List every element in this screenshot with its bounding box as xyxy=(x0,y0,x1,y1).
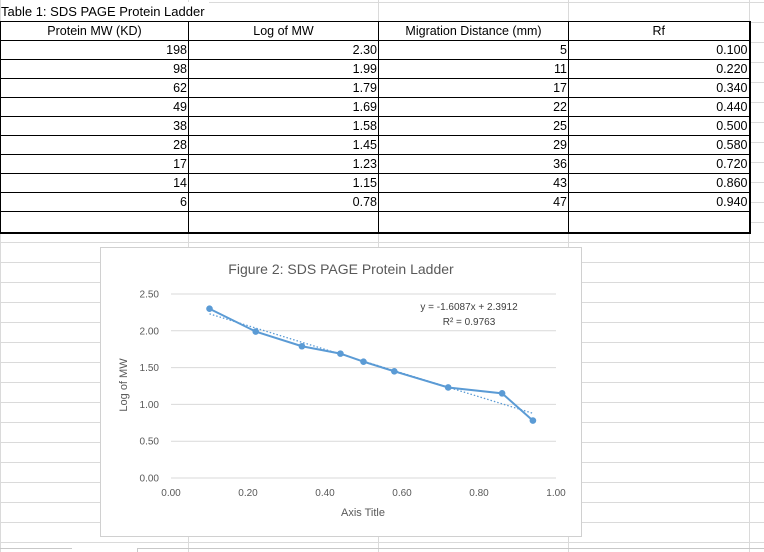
y-axis-title[interactable]: Log of MW xyxy=(118,358,130,412)
trendline-equation[interactable]: y = -1.6087x + 2.3912 xyxy=(420,302,518,313)
cell-rf[interactable]: 0.580 xyxy=(568,135,751,155)
y-tick-label: 1.50 xyxy=(140,363,160,374)
bottom-scrollbar[interactable] xyxy=(137,548,764,552)
empty-cell[interactable] xyxy=(378,211,569,234)
cell-migration-distance[interactable]: 17 xyxy=(378,78,569,98)
sheet-bottom-bar xyxy=(0,546,764,552)
cell-rf[interactable]: 0.440 xyxy=(568,97,751,117)
data-points xyxy=(206,305,537,424)
ladder-table: Protein MW (KD) Log of MW Migration Dist… xyxy=(0,21,751,234)
table-row: 28 1.45 29 0.580 xyxy=(0,135,751,155)
cell-protein-mw[interactable]: 28 xyxy=(0,135,189,155)
x-tick-label: 0.00 xyxy=(161,488,181,499)
x-axis-title[interactable]: Axis Title xyxy=(341,507,385,519)
x-tick-labels: 0.00 0.20 0.40 0.60 0.80 1.00 xyxy=(161,488,566,499)
x-tick-label: 0.40 xyxy=(315,488,335,499)
empty-cell[interactable] xyxy=(568,211,751,234)
data-point[interactable] xyxy=(337,350,344,357)
cell-rf[interactable]: 0.220 xyxy=(568,59,751,79)
table-row: 17 1.23 36 0.720 xyxy=(0,154,751,174)
cell-migration-distance[interactable]: 25 xyxy=(378,116,569,136)
x-tick-label: 1.00 xyxy=(546,488,566,499)
empty-cell[interactable] xyxy=(188,211,379,234)
table-header-row: Protein MW (KD) Log of MW Migration Dist… xyxy=(0,21,751,41)
data-point[interactable] xyxy=(444,384,452,391)
table-row: 6 0.78 47 0.940 xyxy=(0,192,751,212)
bottom-tab-left[interactable] xyxy=(0,548,72,552)
cell-log-mw[interactable]: 2.30 xyxy=(188,40,379,60)
data-point[interactable] xyxy=(360,358,367,366)
cell-log-mw[interactable]: 0.78 xyxy=(188,192,379,212)
cell-rf[interactable]: 0.340 xyxy=(568,78,751,98)
header-rf[interactable]: Rf xyxy=(568,21,751,41)
cell-log-mw[interactable]: 1.45 xyxy=(188,135,379,155)
table-row: 62 1.79 17 0.340 xyxy=(0,78,751,98)
data-point[interactable] xyxy=(529,417,537,424)
y-tick-label: 0.00 xyxy=(140,474,160,485)
cell-migration-distance[interactable]: 22 xyxy=(378,97,569,117)
x-tick-label: 0.20 xyxy=(238,488,258,499)
cell-migration-distance[interactable]: 43 xyxy=(378,173,569,193)
y-tick-label: 2.00 xyxy=(140,326,160,337)
chart-svg: Figure 2: SDS PAGE Protein Ladder 0.000.… xyxy=(118,261,566,519)
cell-migration-distance[interactable]: 5 xyxy=(378,40,569,60)
cell-protein-mw[interactable]: 17 xyxy=(0,154,189,174)
cell-log-mw[interactable]: 1.99 xyxy=(188,59,379,79)
chart-container[interactable]: Figure 2: SDS PAGE Protein Ladder 0.00 0.… xyxy=(100,247,582,537)
cell-protein-mw[interactable]: 14 xyxy=(0,173,189,193)
chart-gridlines xyxy=(171,293,556,479)
cell-protein-mw[interactable]: 6 xyxy=(0,192,189,212)
cell-rf[interactable]: 0.940 xyxy=(568,192,751,212)
cell-migration-distance[interactable]: 11 xyxy=(378,59,569,79)
cell-protein-mw[interactable]: 198 xyxy=(0,40,189,60)
cell-rf[interactable]: 0.100 xyxy=(568,40,751,60)
header-protein-mw[interactable]: Protein MW (KD) xyxy=(0,21,189,41)
data-point[interactable] xyxy=(498,390,506,397)
cell-log-mw[interactable]: 1.15 xyxy=(188,173,379,193)
y-tick-label: 2.50 xyxy=(140,290,160,301)
cell-log-mw[interactable]: 1.79 xyxy=(188,78,379,98)
table-row: 49 1.69 22 0.440 xyxy=(0,97,751,117)
cell-protein-mw[interactable]: 98 xyxy=(0,59,189,79)
cell-protein-mw[interactable]: 49 xyxy=(0,97,189,117)
table-row: 14 1.15 43 0.860 xyxy=(0,173,751,193)
y-tick-labels: 0.00 0.50 1.00 1.50 2.00 2.50 xyxy=(140,290,160,485)
data-point[interactable] xyxy=(206,305,213,313)
cell-log-mw[interactable]: 1.23 xyxy=(188,154,379,174)
header-log-mw[interactable]: Log of MW xyxy=(188,21,379,41)
data-point[interactable] xyxy=(391,367,398,375)
table-row: 198 2.30 5 0.100 xyxy=(0,40,751,60)
cell-migration-distance[interactable]: 47 xyxy=(378,192,569,212)
cell-migration-distance[interactable]: 36 xyxy=(378,154,569,174)
empty-cell[interactable] xyxy=(0,211,189,234)
trendline-r-squared[interactable]: R² = 0.9763 xyxy=(443,317,496,328)
data-point[interactable] xyxy=(252,328,259,335)
cell-protein-mw[interactable]: 38 xyxy=(0,116,189,136)
x-tick-label: 0.80 xyxy=(469,488,489,499)
cell-rf[interactable]: 0.720 xyxy=(568,154,751,174)
x-tick-label: 0.60 xyxy=(392,488,412,499)
cell-log-mw[interactable]: 1.58 xyxy=(188,116,379,136)
cell-rf[interactable]: 0.500 xyxy=(568,116,751,136)
cell-log-mw[interactable]: 1.69 xyxy=(188,97,379,117)
table-row: 98 1.99 11 0.220 xyxy=(0,59,751,79)
table-title[interactable]: Table 1: SDS PAGE Protein Ladder xyxy=(1,2,209,21)
header-migration-distance[interactable]: Migration Distance (mm) xyxy=(378,21,569,41)
y-tick-label: 0.50 xyxy=(140,437,160,448)
cell-rf[interactable]: 0.860 xyxy=(568,173,751,193)
cell-protein-mw[interactable]: 62 xyxy=(0,78,189,98)
chart-title[interactable]: Figure 2: SDS PAGE Protein Ladder xyxy=(228,261,454,277)
table-row-empty xyxy=(0,211,751,234)
data-point[interactable] xyxy=(298,342,306,350)
cell-migration-distance[interactable]: 29 xyxy=(378,135,569,155)
table-row: 38 1.58 25 0.500 xyxy=(0,116,751,136)
y-tick-label: 1.00 xyxy=(140,400,160,411)
